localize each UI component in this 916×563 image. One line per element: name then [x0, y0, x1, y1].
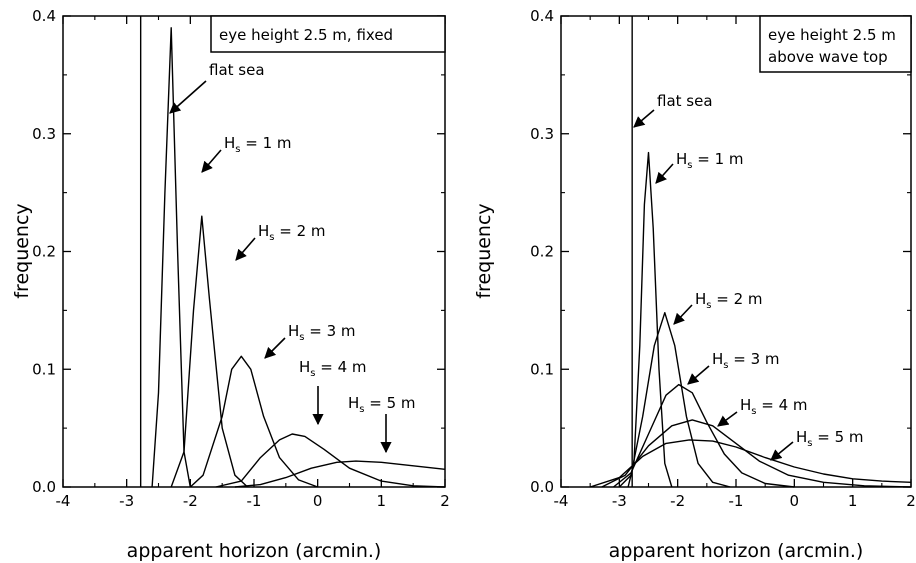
right-hs2-H: H — [695, 290, 706, 308]
right-hs3-rest: = 3 m — [729, 350, 780, 368]
right-y-tick-label: 0.0 — [530, 478, 554, 496]
right-hs5-label: Hs = 5 m — [796, 428, 864, 449]
left-series-hs4 — [216, 434, 445, 487]
right-hs5-rest: = 5 m — [813, 428, 864, 446]
right-x-tick-label: 0 — [790, 492, 800, 510]
left-hs5-H: H — [348, 394, 359, 412]
left-x-tick-label: 2 — [440, 492, 450, 510]
left-title-box: eye height 2.5 m, fixed — [211, 16, 445, 52]
left-y-tick-label: 0.3 — [32, 125, 56, 143]
right-title-box: eye height 2.5 m above wave top — [760, 16, 911, 72]
left-x-tick-label: 0 — [313, 492, 323, 510]
right-x-tick-label: -3 — [612, 492, 627, 510]
left-hs2-label: Hs = 2 m — [258, 222, 326, 243]
right-hs1-label: Hs = 1 m — [676, 150, 744, 171]
right-hs2-arrow — [674, 305, 692, 324]
right-x-tick-label: 2 — [906, 492, 916, 510]
left-hs1-rest: = 1 m — [241, 134, 292, 152]
right-y-axis-label: frequency — [473, 203, 495, 298]
left-flat-sea-label: flat sea — [209, 61, 265, 79]
left-hs5-rest: = 5 m — [365, 394, 416, 412]
right-chart-panel: -4 -3 -2 -1 0 1 2 0.0 0.1 0.2 0.3 0.4 eye height 2.… — [473, 7, 916, 562]
right-hs1-rest: = 1 m — [693, 150, 744, 168]
right-series-hs1 — [628, 153, 672, 487]
left-y-tick-label: 0.0 — [32, 478, 56, 496]
left-hs4-label: Hs = 4 m — [299, 358, 367, 379]
left-y-axis-label: frequency — [11, 203, 33, 298]
right-series-hs5 — [590, 440, 911, 487]
left-hs2-rest: = 2 m — [275, 222, 326, 240]
left-series-hs2 — [171, 216, 247, 487]
left-series-layer — [141, 16, 445, 487]
left-hs2-H: H — [258, 222, 269, 240]
right-hs1-arrow — [656, 164, 673, 183]
left-plot-frame — [63, 16, 445, 487]
left-x-tick-label: -4 — [56, 492, 71, 510]
left-x-tick-label: -1 — [247, 492, 262, 510]
right-hs5-H: H — [796, 428, 807, 446]
left-hs3-arrow — [265, 338, 285, 358]
right-hs5-arrow — [771, 442, 793, 460]
left-title-box-text: eye height 2.5 m, fixed — [219, 26, 393, 44]
right-title-box-line2: above wave top — [768, 48, 888, 66]
left-hs3-label: Hs = 3 m — [288, 322, 356, 343]
right-hs3-arrow — [688, 366, 709, 384]
left-y-tick-label: 0.4 — [32, 7, 56, 25]
left-hs1-arrow — [202, 150, 221, 172]
right-hs3-H: H — [712, 350, 723, 368]
right-hs4-H: H — [740, 396, 751, 414]
right-hs4-label: Hs = 4 m — [740, 396, 808, 417]
left-hs2-arrow — [236, 238, 255, 260]
right-hs2-rest: = 2 m — [712, 290, 763, 308]
right-y-tick-label: 0.3 — [530, 125, 554, 143]
left-y-tick-label: 0.2 — [32, 243, 56, 261]
right-flat-sea-label: flat sea — [657, 92, 713, 110]
right-x-tick-label: -2 — [670, 492, 685, 510]
right-hs4-rest: = 4 m — [757, 396, 808, 414]
right-hs3-label: Hs = 3 m — [712, 350, 780, 371]
left-hs3-H: H — [288, 322, 299, 340]
left-chart-panel: -4 -3 -2 -1 0 1 2 0.0 0.1 0.2 0.3 0.4 eye height 2.… — [11, 7, 450, 562]
left-ticks-layer: -4 -3 -2 -1 0 1 2 0.0 0.1 0.2 0.3 0.4 — [32, 7, 450, 510]
right-x-tick-label: -1 — [729, 492, 744, 510]
right-y-tick-label: 0.4 — [530, 7, 554, 25]
right-x-tick-label: 1 — [848, 492, 858, 510]
left-x-axis-label: apparent horizon (arcmin.) — [127, 540, 382, 562]
right-x-axis-label: apparent horizon (arcmin.) — [609, 540, 864, 562]
right-plot-frame — [561, 16, 911, 487]
left-hs1-label: Hs = 1 m — [224, 134, 292, 155]
left-x-tick-label: -3 — [119, 492, 134, 510]
left-x-tick-label: -2 — [183, 492, 198, 510]
right-y-tick-label: 0.1 — [530, 360, 554, 378]
right-flat-sea-arrow — [634, 110, 654, 127]
left-hs4-rest: = 4 m — [316, 358, 367, 376]
left-y-tick-label: 0.1 — [32, 360, 56, 378]
left-series-hs1 — [152, 28, 190, 487]
left-hs3-rest: = 3 m — [305, 322, 356, 340]
right-title-box-line1: eye height 2.5 m — [768, 26, 896, 44]
right-x-tick-label: -4 — [554, 492, 569, 510]
left-flat-sea-arrow — [170, 81, 206, 113]
left-hs5-label: Hs = 5 m — [348, 394, 416, 415]
left-x-tick-label: 1 — [377, 492, 387, 510]
right-hs1-H: H — [676, 150, 687, 168]
left-hs4-H: H — [299, 358, 310, 376]
right-hs2-label: Hs = 2 m — [695, 290, 763, 311]
right-y-tick-label: 0.2 — [530, 243, 554, 261]
right-hs4-arrow — [718, 412, 737, 426]
left-hs1-H: H — [224, 134, 235, 152]
